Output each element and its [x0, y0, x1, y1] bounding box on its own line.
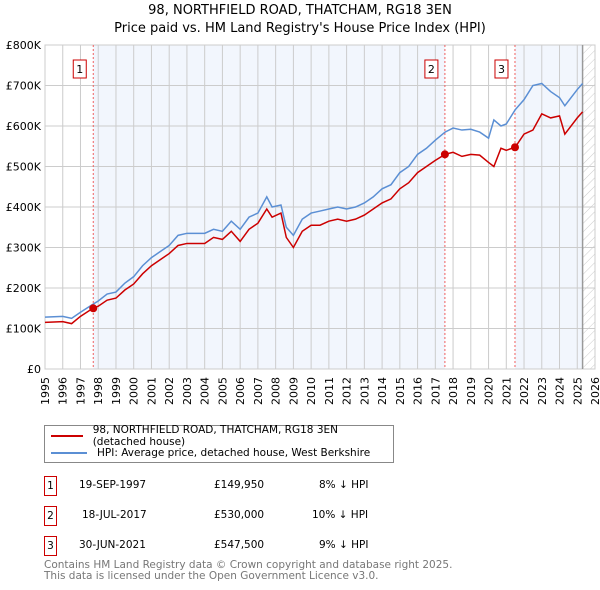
x-tick-label: 2024	[554, 377, 567, 405]
legend: 98, NORTHFIELD ROAD, THATCHAM, RG18 3EN …	[44, 424, 394, 463]
sale-price: £530,000	[214, 509, 265, 521]
x-tick-label: 1999	[110, 377, 123, 405]
legend-item-property: 98, NORTHFIELD ROAD, THATCHAM, RG18 3EN …	[51, 424, 393, 448]
sale-hpi: 8% ↓ HPI	[319, 479, 369, 491]
x-tick-label: 1997	[74, 377, 87, 405]
hpi-line	[44, 82, 584, 320]
x-tick-label: 2002	[163, 377, 176, 405]
plot-border	[44, 44, 596, 370]
y-tick-label: £400K	[6, 201, 42, 214]
x-tick-label: 2004	[199, 377, 212, 405]
sale-label-box	[72, 59, 87, 79]
x-tick-label: 2025	[571, 377, 584, 405]
sale-marker: 2	[44, 506, 57, 526]
sale-marker: 1	[44, 476, 57, 496]
x-tick-label: 2018	[447, 377, 460, 405]
x-tick-label: 1995	[39, 377, 52, 405]
x-tick-label: 2016	[412, 377, 425, 405]
x-tick-label: 2011	[323, 377, 336, 405]
x-tick-label: 2020	[483, 377, 496, 405]
sale-label: 2	[428, 63, 435, 76]
x-tick-label: 2021	[500, 377, 513, 405]
property-line	[44, 111, 584, 325]
legend-item-hpi: HPI: Average price, detached house, West…	[51, 445, 370, 461]
x-tick-label: 2006	[234, 377, 247, 405]
sale-hpi: 10% ↓ HPI	[312, 509, 369, 521]
x-tick-label: 2026	[589, 377, 600, 405]
x-tick-label: 2019	[465, 377, 478, 405]
x-tick-label: 2013	[358, 377, 371, 405]
y-tick-label: £300K	[6, 242, 42, 255]
x-tick-label: 2003	[181, 377, 194, 405]
x-tick-label: 2000	[128, 377, 141, 405]
sale-date: 30-JUN-2021	[79, 539, 146, 551]
sale-date: 19-SEP-1997	[79, 479, 147, 491]
legend-label: HPI: Average price, detached house, West…	[97, 447, 371, 459]
sale-label-box	[424, 59, 439, 79]
x-tick-label: 2009	[287, 377, 300, 405]
y-tick-label: £500K	[6, 161, 42, 174]
x-tick-label: 2015	[394, 377, 407, 405]
x-tick-label: 2014	[376, 377, 389, 405]
x-tick-label: 2008	[270, 377, 283, 405]
x-tick-label: 2001	[145, 377, 158, 405]
sale-label: 1	[76, 63, 83, 76]
sale-marker: 3	[44, 536, 57, 556]
y-tick-label: £800K	[6, 39, 42, 52]
sale-label: 3	[498, 63, 505, 76]
y-tick-label: £200K	[6, 282, 42, 295]
x-tick-label: 2023	[536, 377, 549, 405]
sale-hpi: 9% ↓ HPI	[319, 539, 369, 551]
y-tick-label: £0	[27, 363, 41, 376]
sale-date: 18-JUL-2017	[82, 509, 147, 521]
chart-title: 98, NORTHFIELD ROAD, THATCHAM, RG18 3EN …	[0, 2, 600, 38]
y-tick-label: £100K	[6, 323, 42, 336]
title-line: 98, NORTHFIELD ROAD, THATCHAM, RG18 3EN	[148, 3, 452, 18]
y-tick-label: £600K	[6, 120, 42, 133]
y-tick-label: £700K	[6, 80, 42, 93]
sale-label-box	[494, 59, 509, 79]
subtitle-line: Price paid vs. HM Land Registry's House …	[114, 21, 486, 36]
x-tick-label: 2012	[341, 377, 354, 405]
plot-area: 1995 1996 1997 1998 1999 2000 2001 2002 2003 2004…	[6, 39, 600, 405]
x-tick-label: 2022	[518, 377, 531, 405]
footer: Contains HM Land Registry data © Crown c…	[44, 560, 452, 582]
x-tick-label: 1996	[57, 377, 70, 405]
sale-point	[89, 304, 98, 313]
sale-point	[510, 143, 519, 152]
footer-line: This data is licensed under the Open Gov…	[44, 570, 379, 582]
x-tick-label: 2007	[252, 377, 265, 405]
sale-point	[440, 150, 449, 159]
x-tick-label: 2010	[305, 377, 318, 405]
footer-line: Contains HM Land Registry data © Crown c…	[44, 559, 453, 571]
legend-label: 98, NORTHFIELD ROAD, THATCHAM, RG18 3EN …	[92, 424, 338, 448]
x-tick-label: 2017	[429, 377, 442, 405]
x-tick-label: 1998	[92, 377, 105, 405]
sale-price: £547,500	[214, 539, 265, 551]
sale-price: £149,950	[214, 479, 265, 491]
x-tick-label: 2005	[216, 377, 229, 405]
